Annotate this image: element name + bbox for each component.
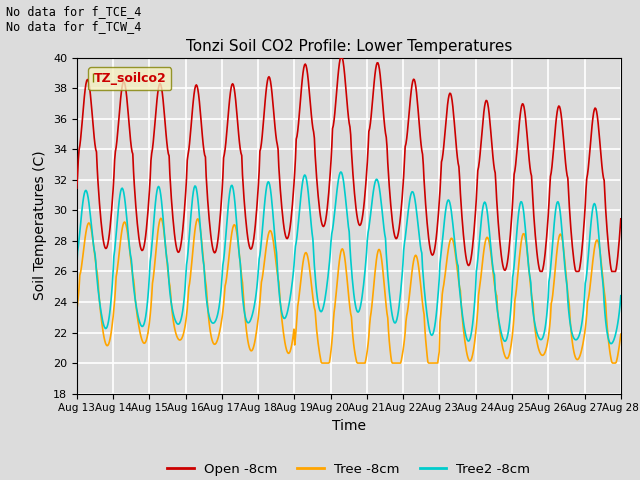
X-axis label: Time: Time — [332, 419, 366, 433]
Tree -8cm — [157, 216, 164, 221]
Line: Tree2 -8cm: Tree2 -8cm — [77, 172, 621, 344]
Open -8cm — [416, 125, 424, 131]
Tree -8cm — [195, 217, 202, 223]
Line: Tree -8cm: Tree -8cm — [77, 218, 621, 363]
Tree -8cm — [433, 360, 440, 366]
Tree -8cm — [223, 269, 231, 275]
Tree2 -8cm — [194, 196, 202, 202]
Tree2 -8cm — [416, 236, 424, 241]
Tree -8cm — [318, 360, 326, 366]
Text: No data for f_TCE_4
No data for f_TCW_4: No data for f_TCE_4 No data for f_TCW_4 — [6, 5, 142, 33]
Tree -8cm — [83, 226, 90, 231]
Tree -8cm — [139, 339, 147, 345]
Title: Tonzi Soil CO2 Profile: Lower Temperatures: Tonzi Soil CO2 Profile: Lower Temperatur… — [186, 39, 512, 54]
Tree2 -8cm — [73, 264, 81, 270]
Tree2 -8cm — [607, 341, 615, 347]
Legend: Open -8cm, Tree -8cm, Tree2 -8cm: Open -8cm, Tree -8cm, Tree2 -8cm — [162, 457, 536, 480]
Open -8cm — [194, 86, 202, 92]
Tree2 -8cm — [431, 319, 439, 324]
Open -8cm — [337, 55, 345, 60]
Open -8cm — [139, 247, 147, 253]
Tree -8cm — [73, 309, 81, 314]
Tree2 -8cm — [617, 293, 625, 299]
Open -8cm — [73, 185, 81, 191]
Open -8cm — [537, 268, 545, 274]
Y-axis label: Soil Temperatures (C): Soil Temperatures (C) — [33, 151, 47, 300]
Tree -8cm — [617, 331, 625, 337]
Open -8cm — [617, 216, 625, 222]
Tree2 -8cm — [223, 223, 230, 228]
Tree2 -8cm — [337, 169, 345, 175]
Open -8cm — [83, 78, 90, 84]
Tree -8cm — [417, 278, 424, 284]
Open -8cm — [431, 241, 439, 247]
Line: Open -8cm: Open -8cm — [77, 58, 621, 271]
Tree2 -8cm — [83, 189, 90, 194]
Open -8cm — [223, 132, 230, 137]
Tree2 -8cm — [139, 324, 147, 329]
